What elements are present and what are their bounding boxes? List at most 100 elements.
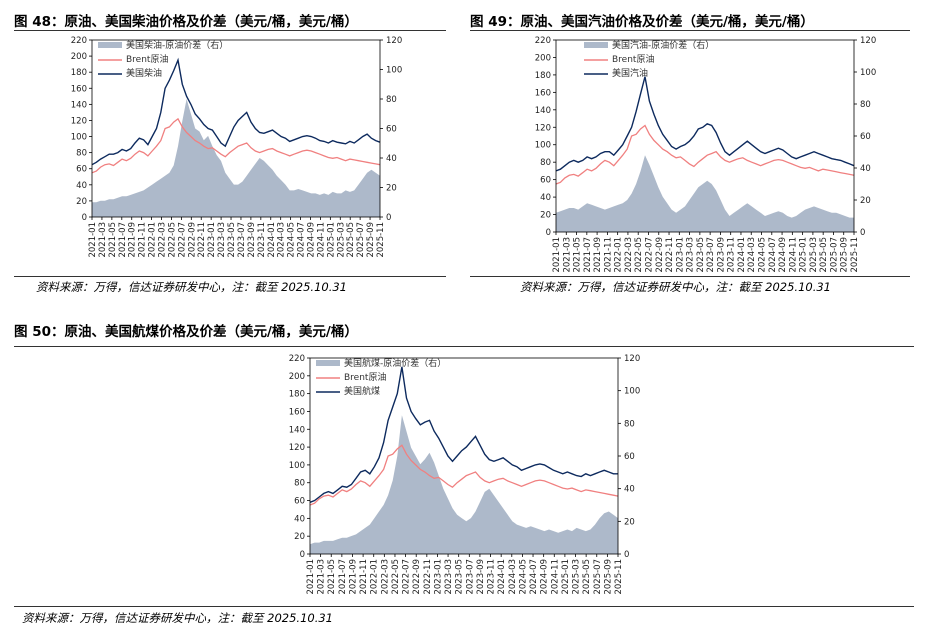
left-axis-tick-label: 80 (294, 479, 305, 489)
right-axis-tick-label: 80 (860, 100, 871, 110)
left-axis-tick-label: 140 (289, 425, 305, 435)
x-axis-tick-label: 2023-09 (716, 237, 726, 273)
right-axis-tick-label: 20 (624, 517, 635, 527)
figure-48-title: 图 48：原油、美国柴油价格及价差（美元/桶，美元/桶） (14, 14, 358, 30)
x-axis-tick-label: 2023-11 (257, 222, 267, 258)
x-axis-tick-label: 2025-07 (829, 237, 839, 273)
legend-label-2: 美国柴油 (126, 67, 162, 79)
x-axis-tick-label: 2025-05 (819, 237, 829, 273)
x-axis-tick-label: 2025-01 (561, 559, 571, 595)
legend-swatch-spread (584, 42, 608, 48)
x-axis-tick-label: 2022-09 (412, 559, 422, 595)
x-axis-tick-label: 2024-05 (287, 222, 297, 258)
figure-48-source-rule (14, 276, 446, 277)
figure-50-title: 图 50：原油、美国航煤价格及价差（美元/桶，美元/桶） (14, 324, 358, 340)
x-axis-tick-label: 2024-11 (550, 559, 560, 595)
x-axis-tick-label: 2021-09 (128, 222, 138, 258)
legend-label-1: Brent原油 (612, 53, 654, 65)
x-axis-tick-label: 2021-11 (603, 237, 613, 273)
right-axis-tick-label: 40 (386, 154, 397, 164)
x-axis-tick-label: 2021-01 (306, 559, 316, 595)
right-axis-tick-label: 20 (860, 196, 871, 206)
x-axis-tick-label: 2025-05 (346, 222, 356, 258)
left-axis-tick-label: 20 (540, 211, 551, 221)
figure-48-chart: 0 20 40 60 80 100 120 140 160 180 200 220 0 20 40 60 80 1… (71, 36, 402, 258)
x-axis-tick-label: 2023-07 (237, 222, 247, 258)
x-axis-tick-label: 2022-09 (655, 237, 665, 273)
x-axis-tick-label: 2022-09 (187, 222, 197, 258)
x-axis-tick-label: 2023-03 (686, 237, 696, 273)
x-axis-tick-label: 2022-05 (391, 559, 401, 595)
left-axis-tick-label: 120 (535, 123, 551, 133)
figure-50-chart: 0 20 40 60 80 100 120 140 160 180 200 220 0 20 40 60 80 1… (289, 354, 640, 595)
x-axis-tick-label: 2021-11 (138, 222, 148, 258)
figure-50-title-rule (14, 346, 914, 347)
x-axis-tick-label: 2025-11 (376, 222, 386, 258)
x-axis-tick-label: 2022-07 (644, 237, 654, 273)
x-axis-tick-label: 2024-01 (267, 222, 277, 258)
x-axis-tick-label: 2022-03 (624, 237, 634, 273)
x-axis-tick-label: 2025-11 (614, 559, 624, 595)
x-axis-tick-label: 2021-05 (108, 222, 118, 258)
left-axis-tick-label: 160 (71, 84, 87, 94)
left-axis-tick-label: 40 (76, 181, 87, 191)
x-axis-tick-label: 2022-01 (614, 237, 624, 273)
right-axis-tick-label: 80 (386, 95, 397, 105)
x-axis-tick-label: 2024-11 (316, 222, 326, 258)
series-product-line-2 (309, 366, 618, 503)
x-axis-tick-label: 2025-03 (809, 237, 819, 273)
x-axis-tick-label: 2023-09 (247, 222, 257, 258)
series-spread-area-2 (310, 415, 618, 554)
x-axis-tick-label: 2022-03 (380, 559, 390, 595)
x-axis-tick-label: 2023-01 (675, 237, 685, 273)
left-axis-tick-label: 0 (300, 550, 305, 560)
right-axis-tick-label: 40 (860, 164, 871, 174)
x-axis-tick-label: 2024-07 (529, 559, 539, 595)
left-axis-tick-label: 200 (289, 372, 305, 382)
figure-49-title-rule (470, 30, 910, 31)
left-axis-tick-label: 120 (71, 116, 87, 126)
x-axis-tick-label: 2023-03 (217, 222, 227, 258)
x-axis-tick-label: 2023-11 (487, 559, 497, 595)
left-axis-tick-label: 220 (71, 36, 87, 46)
figure-49-source-rule (470, 276, 910, 277)
left-axis-tick-label: 180 (71, 68, 87, 78)
right-axis-tick-label: 60 (860, 132, 871, 142)
right-axis-tick-label: 80 (624, 419, 635, 429)
left-axis-tick-label: 180 (289, 390, 305, 400)
x-axis-tick-label: 2021-01 (88, 222, 98, 258)
right-axis-tick-label: 0 (386, 213, 391, 223)
left-axis-tick-label: 100 (289, 461, 305, 471)
x-axis-tick-label: 2025-09 (840, 237, 850, 273)
x-axis-tick-label: 2022-07 (402, 559, 412, 595)
x-axis-tick-label: 2022-07 (177, 222, 187, 258)
x-axis-tick-label: 2024-05 (518, 559, 528, 595)
x-axis-tick-label: 2024-09 (778, 237, 788, 273)
figure-48-title-rule (14, 30, 446, 31)
left-axis-tick-label: 0 (82, 213, 87, 223)
x-axis-tick-label: 2021-05 (573, 237, 583, 273)
right-axis-tick-label: 120 (860, 36, 876, 46)
x-axis-tick-label: 2022-03 (158, 222, 168, 258)
x-axis-tick-label: 2024-07 (297, 222, 307, 258)
x-axis-tick-label: 2021-11 (359, 559, 369, 595)
x-axis-tick-label: 2023-05 (696, 237, 706, 273)
left-axis-tick-label: 20 (294, 532, 305, 542)
x-axis-tick-label: 2025-11 (850, 237, 860, 273)
x-axis-tick-label: 2021-03 (562, 237, 572, 273)
x-axis-tick-label: 2025-09 (366, 222, 376, 258)
x-axis-tick-label: 2021-03 (98, 222, 108, 258)
right-axis-tick-label: 120 (386, 36, 402, 46)
legend-label-1: Brent原油 (126, 53, 168, 65)
x-axis-tick-label: 2025-05 (582, 559, 592, 595)
x-axis-tick-label: 2021-09 (348, 559, 358, 595)
figure-49-source: 资料来源：万得，信达证券研发中心，注：截至 2025.10.31 (520, 280, 831, 294)
figure-49-chart: 0 20 40 60 80 100 120 140 160 180 200 220 0 20 40 60 80 1… (535, 36, 876, 273)
left-axis-tick-label: 140 (535, 106, 551, 116)
figure-48-source: 资料来源：万得，信达证券研发中心，注：截至 2025.10.31 (36, 280, 347, 294)
series-brent-line-2 (309, 444, 619, 506)
x-axis-tick-label: 2025-07 (593, 559, 603, 595)
series-product-line-1 (555, 76, 855, 172)
series-spread-area-1 (556, 155, 854, 232)
x-axis-tick-label: 2021-07 (118, 222, 128, 258)
